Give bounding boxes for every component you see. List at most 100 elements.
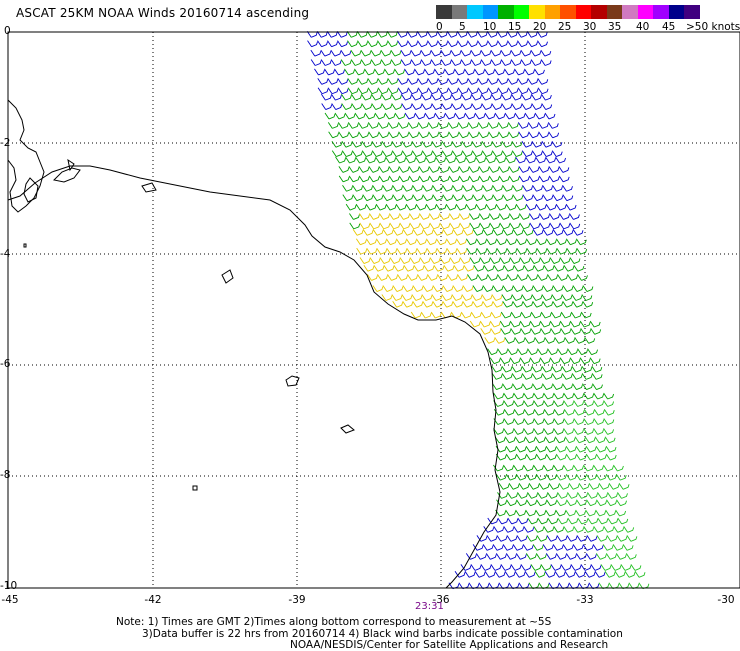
wind-barb [539, 222, 551, 230]
wind-barb [377, 78, 389, 85]
wind-barb [416, 247, 428, 255]
wind-barb [347, 87, 359, 95]
wind-barb [522, 300, 534, 308]
wind-barb [337, 87, 349, 95]
wind-barb [546, 247, 558, 255]
wind-barb [450, 59, 462, 66]
wind-barb [558, 166, 570, 173]
wind-barb [556, 247, 568, 255]
wind-barb [557, 348, 568, 356]
wind-barb [387, 122, 399, 129]
wind-barb [458, 166, 470, 173]
wind-barb [430, 49, 442, 57]
wind-barb [565, 238, 577, 246]
note-line-3: NOAA/NESDIS/Center for Satellite Applica… [290, 639, 609, 651]
wind-barb [535, 445, 547, 453]
wind-barb [532, 300, 544, 308]
wind-barb [408, 166, 420, 173]
wind-barb [593, 464, 604, 472]
wind-barb [338, 166, 350, 173]
wind-barb [533, 428, 544, 435]
wind-barb [507, 78, 519, 85]
wind-barb [390, 49, 402, 57]
wind-barb [561, 373, 573, 380]
wind-barb [580, 311, 592, 319]
wind-barb [541, 93, 552, 101]
wind-barb [560, 564, 572, 571]
wind-barb [570, 311, 582, 319]
wind-barb [533, 400, 545, 407]
wind-barb [486, 247, 498, 255]
wind-barb [510, 49, 522, 57]
wind-barb [493, 526, 505, 533]
wind-barb [584, 571, 596, 578]
wind-barb [605, 509, 617, 517]
wind-barb [401, 150, 413, 158]
estuary-islands [52, 158, 157, 193]
wind-barb [514, 68, 525, 76]
wind-barb [338, 175, 350, 183]
wind-barb [610, 564, 622, 571]
marajo-island [7, 99, 45, 213]
wind-barb [516, 247, 528, 255]
scale-swatch [560, 5, 576, 19]
wind-barb [522, 184, 533, 192]
wind-barb [534, 571, 546, 578]
wind-barb [495, 473, 507, 481]
wind-barb [594, 436, 606, 444]
wind-barb [400, 49, 412, 57]
wind-barb [536, 499, 547, 507]
wind-barb [458, 131, 470, 139]
wind-barb [518, 131, 530, 139]
wind-barb [518, 483, 530, 490]
wind-barb [580, 328, 592, 335]
wind-barb [403, 264, 415, 272]
wind-barb [503, 428, 514, 435]
wind-barb [575, 473, 587, 481]
wind-barb [492, 383, 503, 391]
wind-barb [389, 213, 400, 220]
wind-barb [431, 294, 443, 301]
wind-barb [514, 571, 526, 578]
wind-barb [555, 156, 566, 164]
wind-barb [388, 131, 400, 139]
wind-barb [461, 294, 473, 301]
wind-barb [428, 166, 440, 173]
wind-barb [364, 112, 376, 120]
wind-barb [613, 526, 625, 533]
wind-barb [448, 131, 460, 139]
wind-barb [593, 400, 605, 407]
wind-barb [451, 103, 463, 110]
wind-barb [455, 238, 467, 246]
wind-barb [569, 213, 580, 220]
wind-barb [532, 383, 543, 391]
wind-barb [491, 150, 503, 158]
wind-barb [376, 247, 388, 255]
wind-barb [425, 203, 437, 211]
wind-barb [488, 175, 500, 183]
wind-barb [450, 49, 462, 57]
wind-barb [331, 150, 343, 158]
wind-barb [395, 238, 407, 246]
wind-barb [449, 257, 461, 264]
wind-barb [602, 544, 614, 551]
wind-barb [490, 59, 502, 66]
wind-barb [552, 194, 564, 202]
wind-barb [569, 257, 581, 264]
wind-barb [625, 553, 637, 560]
wind-barb [551, 365, 563, 373]
wind-barb [573, 428, 584, 435]
wind-barb [355, 238, 367, 246]
wind-barb [415, 238, 427, 246]
wind-barb [372, 285, 384, 292]
wind-barb [549, 357, 561, 365]
lon-label-30: -30 [717, 594, 735, 606]
wind-barb [552, 184, 563, 192]
wind-barb [504, 112, 516, 120]
wind-barb [391, 103, 403, 110]
wind-barb [515, 509, 527, 517]
wind-barb [348, 166, 360, 173]
wind-barb [528, 175, 540, 183]
wind-barb [473, 264, 485, 272]
wind-barb [347, 122, 359, 129]
